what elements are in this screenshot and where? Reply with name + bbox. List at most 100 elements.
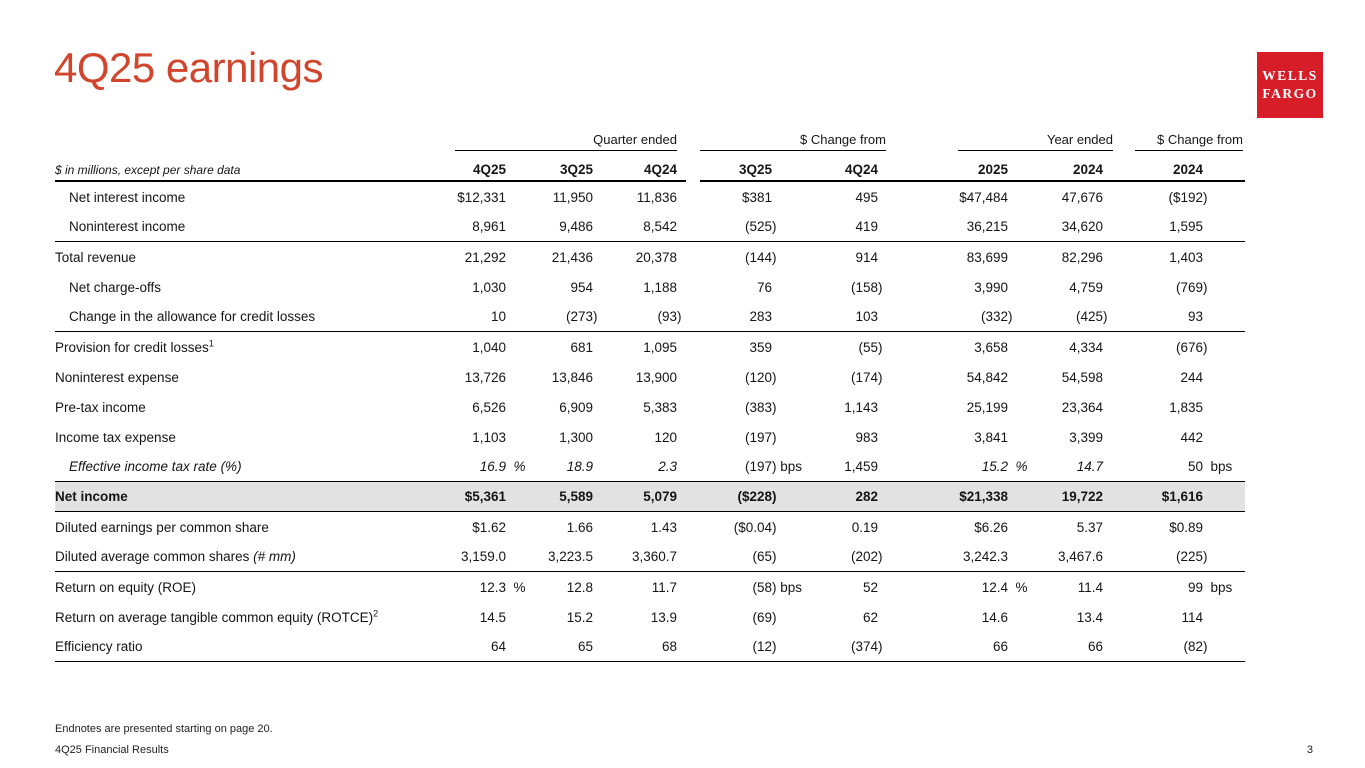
table-cell: 1,403 (1169, 249, 1203, 265)
table-cell: 914 (855, 249, 878, 265)
table-cell: 103 (855, 309, 878, 324)
row-label: Income tax expense (55, 429, 176, 445)
column-group-header: Quarter ended (455, 132, 677, 151)
row-label: Total revenue (55, 249, 137, 265)
table-cell: 954 (570, 279, 593, 295)
table-cell: 442 (1180, 429, 1203, 445)
table-cell: (273) (565, 309, 598, 324)
table-cell: (69) (752, 609, 777, 625)
table-cell: ($192) (1168, 189, 1208, 205)
table-cell: 36,215 (966, 219, 1008, 234)
column-header: 3Q25 (559, 162, 593, 177)
endnote-superscript: 2 (373, 608, 379, 618)
row-label: Noninterest income (69, 219, 186, 234)
column-group-header: $ Change from (700, 132, 886, 151)
table-cell: 983 (855, 429, 878, 445)
table-cell: 14.5 (479, 609, 506, 625)
table-cell: 11,836 (636, 189, 677, 205)
table-cell: 359 (749, 339, 772, 355)
table-cell: 3,159.0 (460, 549, 506, 564)
table-cell: $6.26 (974, 519, 1008, 535)
row-label: Noninterest expense (55, 369, 179, 385)
table-row: Total revenue 21,292 21,436 20,378 (144) 914 8… (55, 242, 1245, 272)
table-cell: 66 (1087, 639, 1103, 654)
table-cell: 1.66 (566, 519, 593, 535)
table-cell: 6,526 (472, 399, 506, 415)
table-cell: 99 bps (1187, 579, 1233, 595)
table-cell: 12.3 % (479, 579, 526, 595)
table-row: Noninterest income 8,961 9,486 8,542 (525) 41… (55, 212, 1245, 242)
table-row: Pre-tax income 6,526 6,909 5,383 (383) 1,143 2… (55, 392, 1245, 422)
table-cell: (332) (980, 309, 1013, 324)
table-caption: $ in millions, except per share data (55, 163, 241, 177)
table-cell: 1,188 (643, 279, 677, 295)
table-cell: 68 (661, 639, 677, 654)
table-row: Diluted earnings per common share $1.62 1.… (55, 512, 1245, 542)
table-cell: 3,841 (974, 429, 1008, 445)
table-cell: 114 (1181, 609, 1203, 625)
row-label: Pre-tax income (55, 399, 146, 415)
table-cell: 11.7 (651, 579, 677, 595)
row-label: Net charge-offs (69, 279, 162, 295)
table-cell: 283 (749, 309, 772, 324)
table-cell: 1.43 (650, 519, 677, 535)
table-row: Net income $5,361 5,589 5,079 ($228) 282 $21,3… (55, 482, 1245, 512)
table-row: Diluted average common shares (# mm) 3,15… (55, 542, 1245, 572)
table-cell: 419 (855, 219, 878, 234)
table-cell: 93 (1187, 309, 1203, 324)
table-cell: (55) (858, 339, 883, 355)
table-cell: 1,835 (1169, 399, 1203, 415)
table-row: Change in the allowance for credit losse… (55, 302, 1245, 332)
table-cell: 1,095 (643, 339, 677, 355)
endnote-reference: Endnotes are presented starting on page … (55, 723, 273, 735)
table-cell: 19,722 (1061, 489, 1103, 504)
row-label: Efficiency ratio (55, 639, 143, 654)
column-group-header: $ Change from (1135, 132, 1243, 151)
endnote-superscript: 1 (208, 338, 214, 348)
table-cell: ($228) (737, 489, 777, 504)
table-cell: (12) (752, 639, 777, 654)
table-cell: 54,598 (1061, 369, 1103, 385)
table-cell: 20,378 (635, 249, 677, 265)
table-cell: 16.9 % (479, 459, 526, 474)
table-cell: 82,296 (1061, 249, 1103, 265)
table-cell: (93) (657, 309, 682, 324)
table-cell: 14.7 (1076, 459, 1103, 474)
deck-title-footer: 4Q25 Financial Results (55, 744, 169, 756)
table-cell: (769) (1175, 279, 1208, 295)
row-label: Net interest income (69, 189, 186, 205)
table-cell: (202) (850, 549, 883, 564)
table-row: Return on average tangible common equity… (55, 602, 1245, 632)
table-cell: 5,383 (643, 399, 677, 415)
table-cell: 1,459 (844, 459, 878, 474)
table-cell: 25,199 (966, 399, 1008, 415)
table-cell: 1,143 (844, 399, 878, 415)
table-cell: 8,542 (643, 219, 677, 234)
logo-line-2: FARGO (1262, 86, 1318, 101)
table-cell: 10 (490, 309, 506, 324)
row-label: Net income (55, 489, 128, 504)
table-cell: (383) (744, 399, 777, 415)
table-cell: 13.9 (650, 609, 677, 625)
wells-fargo-logo: WELLS FARGO (1257, 52, 1323, 118)
table-cell: 50 bps (1187, 459, 1233, 474)
table-cell: 1,103 (472, 429, 506, 445)
table-cell: 4,759 (1069, 279, 1103, 295)
table-cell: 76 (756, 279, 772, 295)
column-header: 2024 (1172, 162, 1203, 177)
header-rule (55, 180, 686, 182)
table-cell: 120 (654, 429, 677, 445)
table-cell: 3,360.7 (631, 549, 677, 564)
earnings-table: Quarter ended $ Change from Year ended $ Ch… (55, 128, 1245, 662)
table-cell: 282 (855, 489, 878, 504)
table-cell: 12.8 (566, 579, 593, 595)
table-cell: 1,040 (472, 339, 506, 355)
table-cell: (525) (744, 219, 777, 234)
table-cell: 3,658 (974, 339, 1008, 355)
table-cell: $5,361 (464, 489, 506, 504)
table-cell: (225) (1175, 549, 1208, 564)
table-cell: 65 (577, 639, 593, 654)
table-row: Provision for credit losses1 1,040 681 1,09… (55, 332, 1245, 362)
table-cell: 3,242.3 (962, 549, 1008, 564)
table-cell: 23,364 (1061, 399, 1103, 415)
